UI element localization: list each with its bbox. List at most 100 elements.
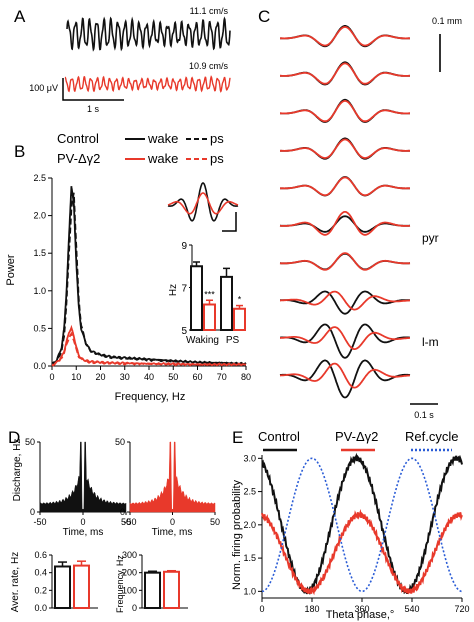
power-x-tick-label: 70 [217,372,227,382]
depth-trace-mutant [280,290,410,311]
phase-series-line [261,508,463,596]
power-x-tick-label: 20 [95,372,105,382]
hist-xlabel-control: Time, ms [63,527,104,538]
depth-trace-control [280,323,410,359]
depth-trace-mutant [280,62,410,85]
power-x-tick-label: 40 [144,372,154,382]
scale-time-c-label: 0.1 s [414,410,434,420]
panel-c-label: C [258,7,270,26]
power-x-tick-label: 80 [241,372,251,382]
phase-y-tick-label: 1.0 [243,586,256,596]
power-x-tick-label: 50 [168,372,178,382]
legend-control-label: Control [57,131,99,146]
inset-category-label: PS [226,335,240,346]
legend-e-mutant: PV-Δγ2 [335,429,378,444]
phase-y-tick-label: 2.0 [243,520,256,530]
eeg-trace-mutant [64,75,231,93]
panel-a: A 11.1 cm/s 10.9 cm/s 100 μV 1 s [14,6,231,114]
power-y-tick-label: 1.0 [33,286,46,296]
rate-ylabel: Aver. rate, Hz [10,552,21,612]
bar-rect [73,564,90,609]
legend-e-control: Control [258,429,300,444]
bar-y-tick-label: 100 [122,585,137,595]
scale-voltage-label: 100 μV [29,83,58,93]
inset-bar [203,303,216,331]
bar-y-tick-label: 0 [132,603,137,613]
hist-x-tick-label: -50 [33,517,46,527]
inset-bar-chart: 5 7 9 Hz *** Waking * PS [168,241,246,346]
phase-y-tick-label: 1.5 [243,553,256,563]
inset-bar [190,265,203,331]
panel-b-label: B [14,142,25,161]
scale-mm-label: 0.1 mm [432,16,462,26]
power-x-tick-label: 10 [71,372,81,382]
discharge-ylabel: Discharge, Hz [12,439,23,502]
depth-trace-mutant [280,100,410,123]
hist-y-tick-label: 50 [115,437,125,447]
power-series-line [51,192,247,366]
hist-x-tick-label: -50 [123,517,136,527]
depth-trace-mutant [279,211,411,236]
phase-ylabel: Norm. firing probability [231,479,243,590]
inset-y-tick-label: 7 [181,284,187,295]
autocorrelogram-control: 050-50 0 50 [25,437,131,527]
inset-waveform [167,182,239,232]
hist-bars [39,441,127,513]
legend-e-ref: Ref.cycle [405,429,458,444]
depth-trace-mutant [280,138,410,159]
autocorrelogram-mutant: 050-50 0 50 [115,437,220,527]
hist-y-tick-label: 0 [30,507,35,517]
inset-y-tick-label: 5 [181,326,187,337]
panel-b: B Control PV-Δγ2 wake ps wake ps 0.0 0.5 1… [5,131,251,403]
depth-trace-mutant [280,26,410,47]
inset-scale-bar [222,212,237,232]
panel-e-label: E [232,428,243,447]
depth-trace-control [279,359,411,399]
power-y-tick-label: 0.0 [33,361,46,371]
inset-bar [220,275,233,331]
inset-category-label: Waking [186,335,219,346]
power-xlabel: Frequency, Hz [115,391,186,403]
speed-control-label: 11.1 cm/s [190,6,229,16]
power-series-line [51,186,247,366]
depth-trace-control [280,290,410,315]
legend-ps-label: ps [210,131,224,146]
rate-bar-chart: 0.0 0.2 0.4 0.6 [34,550,98,613]
hist-x-tick-label: 0 [170,517,175,527]
hist-xlabel-mutant: Time, ms [152,527,193,538]
hist-y-tick-label: 50 [25,437,35,447]
scale-bar-a [62,78,124,101]
inset-bar [233,307,246,331]
eeg-trace-control [66,16,231,52]
phase-x-tick-label: 720 [454,604,469,614]
inset-significance: * [238,295,242,305]
panel-d: D Discharge, Hz 050-50 0 50 050-50 0 50 Time… [8,428,220,613]
power-x-tick-label: 0 [49,372,54,382]
phase-xlabel: Theta phase,° [326,609,395,621]
depth-profile-traces [279,25,411,399]
phase-x-tick-label: 180 [304,604,319,614]
depth-trace-mutant [279,252,411,271]
layer-pyr-label: pyr [422,231,439,245]
bar-y-tick-label: 0.2 [34,585,47,595]
depth-trace-mutant [280,326,410,350]
panel-a-label: A [14,7,26,26]
bar-y-tick-label: 200 [122,568,137,578]
inset-wave-control [167,182,239,222]
hist-x-tick-label: 50 [210,517,220,527]
phase-y-tick-label: 2.5 [243,487,256,497]
phase-x-tick-label: 0 [259,604,264,614]
phase-chart: 1.0 1.5 2.0 2.5 3.0 0 180 360 540 720 [243,452,470,614]
freq-ylabel: Frequency, Hz [115,555,125,613]
power-y-tick-label: 0.5 [33,323,46,333]
phase-x-tick-label: 360 [354,604,369,614]
hist-bars [129,441,216,513]
bar-y-tick-label: 0.6 [34,550,47,560]
bar-y-tick-label: 300 [122,550,137,560]
bar-rect [163,570,180,609]
scale-time-label: 1 s [87,104,100,114]
depth-trace-mutant [280,176,410,197]
power-y-tick-label: 1.5 [33,248,46,258]
frequency-bar-chart: 0 100 200 300 [122,550,188,613]
